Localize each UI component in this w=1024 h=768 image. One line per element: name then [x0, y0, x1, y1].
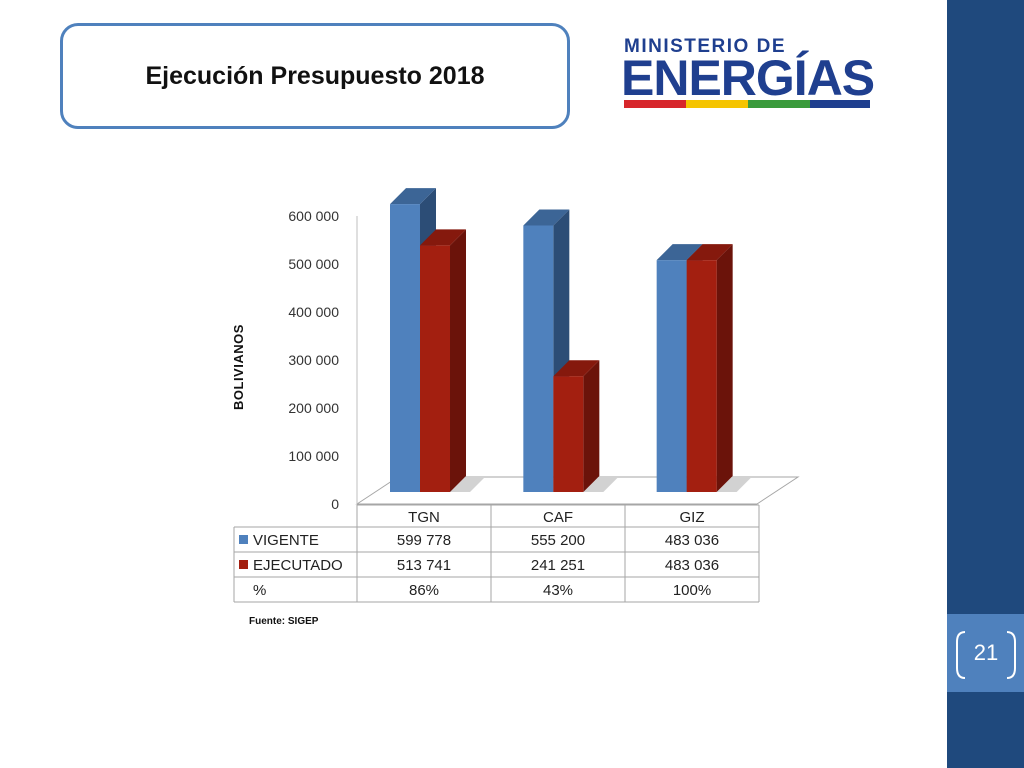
slide-number-frame [956, 631, 1016, 679]
y-tick-label: 400 000 [288, 304, 339, 320]
category-label-giz: GIZ [680, 509, 705, 526]
bar-top-vigente-caf [523, 209, 570, 226]
table-cell: 100% [673, 582, 711, 599]
table-cell: 483 036 [665, 532, 719, 549]
y-tick-label: 300 000 [288, 352, 339, 368]
y-tick-label: 0 [331, 496, 339, 512]
table-cell: 599 778 [397, 532, 451, 549]
bar-top-vigente-tgn [390, 188, 436, 205]
table-cell: 555 200 [531, 532, 585, 549]
table-cell: 86% [409, 582, 439, 599]
bar-vigente-giz [656, 260, 687, 492]
title-box: Ejecución Presupuesto 2018 [60, 23, 570, 129]
bar-vigente-caf [523, 225, 554, 492]
page-title: Ejecución Presupuesto 2018 [145, 61, 485, 90]
table-cell: 513 741 [397, 557, 451, 574]
y-axis-label: BOLIVIANOS [231, 324, 246, 410]
y-tick-label: 100 000 [288, 448, 339, 464]
bar-shadow [450, 478, 484, 492]
legend-swatch-ejecutado [239, 560, 248, 569]
bar-side-ejecutado-caf [583, 360, 600, 492]
bar-side-ejecutado-giz [716, 244, 733, 492]
legend-swatch-vigente [239, 535, 248, 544]
table-row-label: EJECUTADO [253, 557, 343, 574]
y-tick-label: 600 000 [288, 208, 339, 224]
bar-ejecutado-tgn [420, 245, 450, 492]
bar-top-ejecutado-caf [553, 360, 600, 377]
bar-top-ejecutado-giz [686, 244, 733, 261]
budget-chart: 0 100 000 200 000 300 000 400 000 500 000 600 … [231, 188, 800, 603]
bar-top-vigente-giz [656, 244, 703, 261]
bar-ejecutado-caf [553, 376, 584, 492]
table-row-label: VIGENTE [253, 532, 319, 549]
category-label-caf: CAF [543, 509, 573, 526]
source-note: Fuente: SIGEP [249, 616, 319, 627]
y-tick-label: 200 000 [288, 400, 339, 416]
logo-color-bars [624, 100, 870, 108]
table-cell: 241 251 [531, 557, 585, 574]
bar-ejecutado-giz [686, 260, 717, 492]
ministry-logo: MINISTERIO DE ENERGÍAS [618, 30, 878, 116]
bar-shadow [583, 478, 618, 492]
logo-main-text: ENERGÍAS [621, 50, 875, 106]
logo-top-text: MINISTERIO DE [624, 36, 787, 57]
slide-number: 21 [973, 640, 999, 665]
table-row-label: % [253, 582, 266, 599]
category-label-tgn: TGN [408, 509, 440, 526]
right-accent-stripe [947, 614, 1024, 692]
table-cell: 483 036 [665, 557, 719, 574]
bar-vigente-tgn [390, 204, 420, 492]
table-cell: 43% [543, 582, 573, 599]
bar-top-ejecutado-tgn [420, 229, 466, 246]
bar-shadow [716, 478, 751, 492]
y-tick-label: 500 000 [288, 256, 339, 272]
bar-side-ejecutado-tgn [450, 229, 466, 492]
